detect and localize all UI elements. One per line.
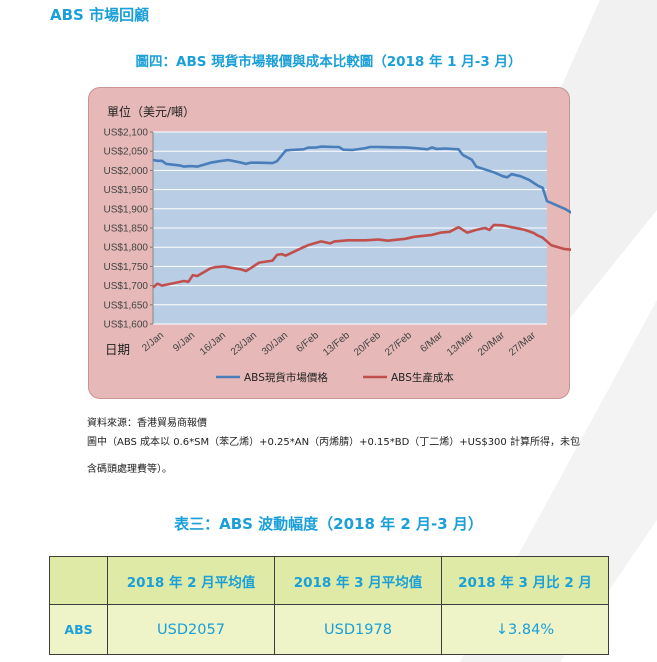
x-axis-label: 日期 [105,342,130,357]
table-cell-mar-average: USD1978 [274,604,442,655]
table-title: 表三：ABS 波動幅度（2018 年 2 月-3 月） [174,515,483,533]
source-note: 資料來源：香港貿易商報價 [87,418,207,429]
x-tick-label: 16/Jan [198,330,228,358]
y-tick-label: US$1,950 [104,185,149,196]
x-tick-label: 27/Mar [507,330,538,359]
table-cell-feb-average: USD2057 [107,604,275,655]
legend-label-abs-production-cost: ABS生產成本 [391,371,454,384]
table-row: ABS USD2057 USD1978 ↓3.84% [49,604,609,655]
y-tick-label: US$2,100 [104,128,149,139]
table-header-corner [49,556,108,605]
unit-label: 單位（美元/噸） [107,104,195,119]
x-tick-label: 23/Jan [229,330,259,358]
table-header-feb-average: 2018 年 2 月平均值 [107,556,275,605]
formula-note-line-2: 含碼頭處理費等）。 [87,464,172,475]
volatility-table: 2018 年 2 月平均值 2018 年 3 月平均值 2018 年 3 月比 … [49,556,609,655]
chart-card: US$1,600 US$1,650 US$1,700 US$1,750 US$1,800… [88,87,571,399]
series-line-abs-spot-price [152,145,571,214]
y-tick-label: US$1,600 [104,320,149,331]
y-tick-label: US$1,850 [104,224,149,235]
x-tick-label: 13/Mar [445,330,476,359]
y-tick-label: US$1,800 [104,243,149,254]
y-tick-label: US$2,000 [104,166,149,177]
x-tick-label: 20/Mar [476,330,507,359]
x-tick-label: 30/Jan [260,330,290,358]
section-title: ABS 市場回顧 [50,6,150,24]
formula-note-line-1: 圖中（ABS 成本以 0.6*SM（苯乙烯）+0.25*AN（丙烯腈）+0.15… [87,437,580,448]
series-line-abs-production-cost [152,223,571,289]
x-tick-label: 6/Feb [294,330,321,355]
price-cost-chart: US$1,600 US$1,650 US$1,700 US$1,750 US$1,800… [104,104,571,384]
figure-title: 圖四：ABS 現貨市場報價與成本比較圖（2018 年 1 月-3 月） [135,54,522,70]
x-tick-label: 20/Feb [352,330,383,359]
table-header-row: 2018 年 2 月平均值 2018 年 3 月平均值 2018 年 3 月比 … [49,556,609,605]
y-tick-label: US$2,050 [104,147,149,158]
legend-label-abs-spot-price: ABS現貨市場價格 [244,371,328,384]
y-tick-label: US$1,650 [104,300,149,311]
x-tick-label: 6/Mar [418,330,445,355]
x-tick-label: 27/Feb [383,330,414,359]
table-cell-change: ↓3.84% [441,604,609,655]
x-tick-label: 9/Jan [171,330,197,354]
x-tick-label: 13/Feb [321,330,352,359]
x-tick-label: 2/Jan [140,330,166,354]
y-tick-label: US$1,700 [104,281,149,292]
table-header-mar-vs-feb: 2018 年 3 月比 2 月 [441,556,609,605]
table-row-label: ABS [49,604,108,655]
y-tick-label: US$1,900 [104,204,149,215]
y-tick-label: US$1,750 [104,262,149,273]
table-header-mar-average: 2018 年 3 月平均值 [274,556,442,605]
